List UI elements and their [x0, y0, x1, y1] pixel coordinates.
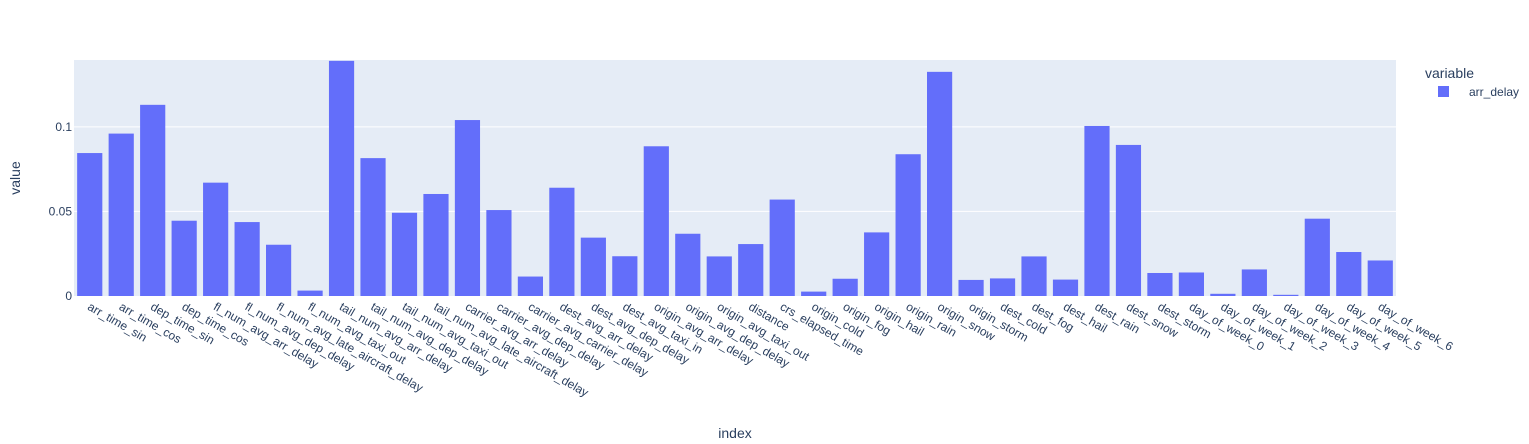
bar[interactable]	[234, 222, 260, 296]
y-axis-title: value	[7, 161, 23, 195]
bar[interactable]	[1367, 260, 1393, 296]
bar[interactable]	[769, 199, 795, 296]
bar[interactable]	[486, 210, 512, 296]
y-tick-label: 0	[65, 289, 72, 303]
bar[interactable]	[580, 237, 606, 296]
bar[interactable]	[1178, 272, 1204, 296]
bar[interactable]	[1336, 252, 1362, 296]
bars	[77, 60, 1393, 297]
y-tick-labels: 0 0.05 0.1	[49, 120, 73, 303]
y-tick-label: 0.1	[55, 120, 72, 134]
legend-swatch[interactable]	[1438, 86, 1449, 97]
bar[interactable]	[203, 182, 229, 296]
bar[interactable]	[1115, 144, 1142, 296]
bar[interactable]	[266, 244, 292, 296]
bar[interactable]	[297, 290, 323, 296]
gridlines	[74, 126, 1396, 212]
bar[interactable]	[77, 153, 103, 296]
bar[interactable]	[643, 146, 669, 296]
bar[interactable]	[1084, 125, 1110, 297]
bar[interactable]	[864, 232, 890, 296]
x-axis-title: index	[718, 425, 751, 441]
bar[interactable]	[1273, 294, 1299, 296]
bar[interactable]	[706, 256, 732, 296]
bar[interactable]	[832, 278, 858, 296]
bar[interactable]	[454, 120, 481, 297]
legend-label[interactable]: arr_delay	[1469, 85, 1519, 99]
bar[interactable]	[738, 244, 764, 296]
bar[interactable]	[423, 193, 449, 296]
bar[interactable]	[612, 256, 638, 296]
bar[interactable]	[927, 71, 953, 297]
bar[interactable]	[958, 279, 984, 296]
y-tick-label: 0.05	[49, 204, 73, 218]
bar[interactable]	[517, 276, 543, 296]
bar[interactable]	[391, 212, 418, 296]
bar[interactable]	[1052, 279, 1079, 296]
legend[interactable]: variable arr_delay	[1425, 65, 1519, 99]
bar[interactable]	[1147, 272, 1173, 296]
plot-background	[74, 60, 1396, 296]
legend-title: variable	[1425, 65, 1474, 81]
bar[interactable]	[895, 154, 921, 296]
bar[interactable]	[1021, 256, 1047, 296]
x-tick-labels: arr_time_sinarr_time_cosdep_time_sindep_…	[85, 299, 1456, 399]
bar[interactable]	[1241, 269, 1267, 296]
bar[interactable]	[675, 233, 701, 296]
bar[interactable]	[360, 158, 386, 296]
bar[interactable]	[1210, 293, 1236, 296]
bar[interactable]	[140, 104, 166, 296]
bar[interactable]	[989, 278, 1016, 296]
bar[interactable]	[108, 133, 134, 296]
bar[interactable]	[171, 220, 197, 296]
bar[interactable]	[801, 291, 827, 296]
bar[interactable]	[549, 187, 575, 296]
bar[interactable]	[1304, 218, 1330, 296]
bar[interactable]	[328, 60, 355, 296]
